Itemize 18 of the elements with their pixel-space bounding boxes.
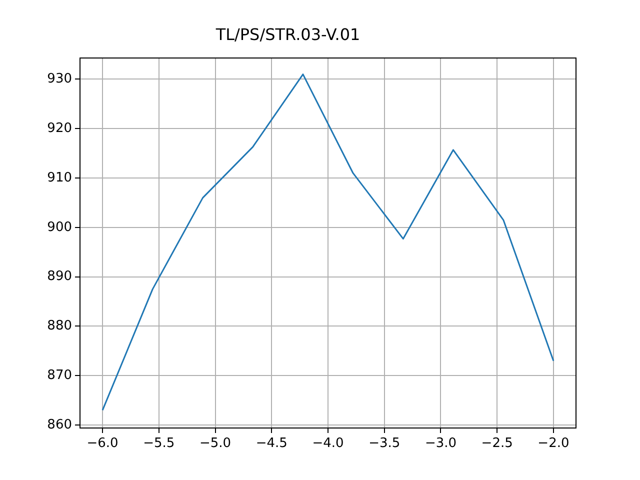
x-tick-label: −3.0 bbox=[424, 436, 457, 452]
x-tick-label: −2.5 bbox=[481, 436, 513, 452]
x-tick-label: −4.0 bbox=[312, 436, 344, 452]
y-tick-label: 880 bbox=[47, 318, 72, 334]
y-tick-label: 860 bbox=[47, 417, 72, 432]
y-tick-label: 900 bbox=[47, 220, 72, 235]
chart-title: TL/PS/STR.03-V.01 bbox=[214, 24, 360, 44]
y-tick-label: 890 bbox=[47, 269, 72, 284]
y-tick-label: 920 bbox=[47, 121, 72, 136]
y-tick-label: 910 bbox=[47, 170, 72, 186]
x-tick-label: −3.5 bbox=[368, 436, 400, 452]
y-tick-label: 930 bbox=[47, 72, 72, 87]
y-tick-label: 870 bbox=[47, 368, 72, 384]
x-tick-label: −5.5 bbox=[143, 436, 175, 452]
x-tick-label: −5.0 bbox=[199, 436, 232, 452]
x-tick-label: −6.0 bbox=[86, 436, 118, 452]
x-tick-label: −2.0 bbox=[538, 436, 570, 452]
x-tick-label: −4.5 bbox=[256, 436, 288, 452]
